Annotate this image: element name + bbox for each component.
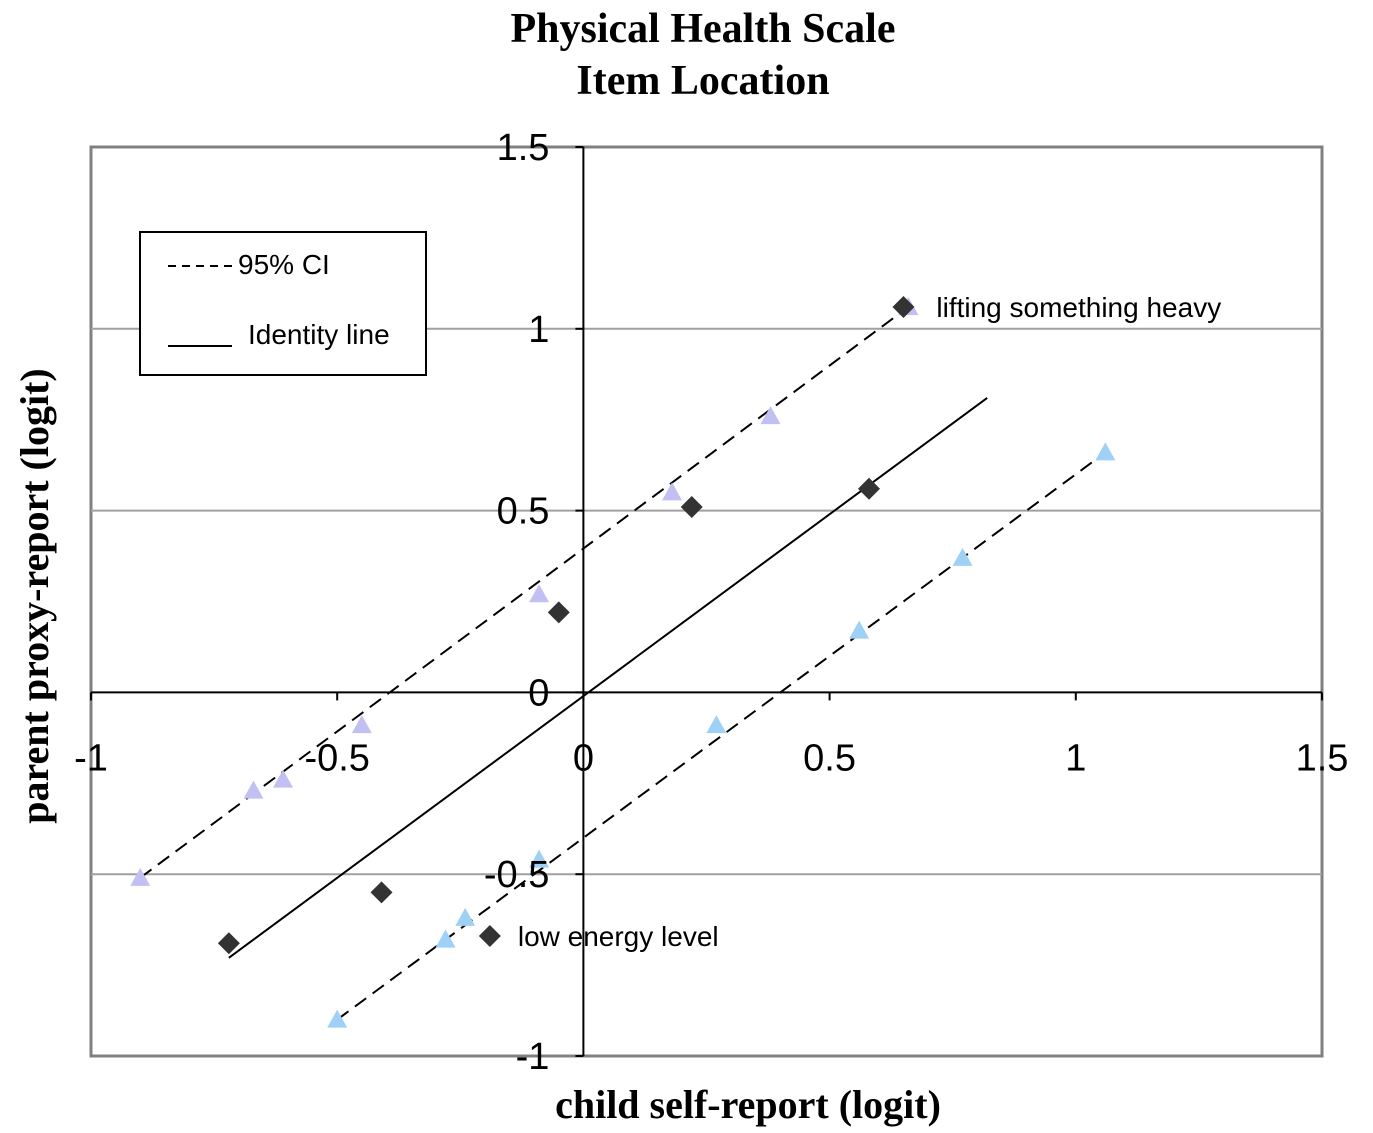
y-tick-label: 1 bbox=[528, 309, 549, 351]
diamond-point bbox=[680, 495, 703, 518]
diamond-point bbox=[478, 925, 501, 948]
x-tick-label: 1 bbox=[1065, 737, 1086, 779]
triangle-point bbox=[662, 482, 683, 501]
diamond-point bbox=[217, 932, 240, 955]
upper-ci-line bbox=[139, 306, 909, 879]
data-points bbox=[130, 295, 1116, 1028]
point-annotation: lifting something heavy bbox=[936, 292, 1221, 323]
x-tick-label: 0.5 bbox=[803, 737, 856, 779]
chart-title: Physical Health Scale bbox=[511, 6, 896, 52]
triangle-point bbox=[273, 769, 294, 788]
legend-box bbox=[139, 231, 427, 376]
triangle-point bbox=[435, 929, 456, 948]
axes bbox=[90, 146, 1323, 1057]
diamond-point bbox=[857, 477, 880, 500]
point-annotation: low energy level bbox=[518, 921, 719, 952]
triangle-point bbox=[760, 406, 781, 425]
y-tick-label: 1.5 bbox=[497, 127, 550, 169]
annotations: lifting something heavy low energy level bbox=[518, 292, 1221, 952]
triangle-point bbox=[952, 547, 973, 566]
legend-label-identity: Identity line bbox=[248, 319, 390, 350]
triangle-point bbox=[327, 1009, 348, 1028]
chart-subtitle: Item Location bbox=[576, 58, 829, 104]
tick-labels: -1 -0.5 0 0.5 1 1.5 -1 -0.5 0 0.5 1 1.5 bbox=[74, 127, 1348, 1078]
triangle-point bbox=[1095, 442, 1116, 461]
x-tick-label: -0.5 bbox=[304, 737, 369, 779]
y-axis-title: parent proxy-report (logit) bbox=[12, 368, 57, 824]
triangle-point bbox=[849, 620, 870, 639]
diamond-point bbox=[892, 295, 915, 318]
triangle-point bbox=[351, 715, 372, 734]
y-tick-label: 0.5 bbox=[497, 491, 550, 533]
triangle-point bbox=[243, 780, 264, 799]
triangle-point bbox=[529, 584, 550, 603]
legend: 95% CI Identity line bbox=[139, 231, 427, 376]
x-axis-title: child self-report (logit) bbox=[555, 1082, 941, 1127]
y-tick-label: -0.5 bbox=[484, 854, 549, 896]
legend-label-ci: 95% CI bbox=[238, 249, 330, 280]
x-tick-label: 0 bbox=[573, 737, 594, 779]
x-tick-label: -1 bbox=[74, 737, 108, 779]
x-tick-label: 1.5 bbox=[1296, 737, 1349, 779]
y-tick-label: -1 bbox=[516, 1036, 550, 1078]
diamond-point bbox=[370, 881, 393, 904]
triangle-point bbox=[706, 715, 727, 734]
triangle-point bbox=[130, 867, 151, 886]
y-tick-label: 0 bbox=[528, 672, 549, 714]
triangle-point bbox=[529, 849, 550, 868]
triangle-point bbox=[455, 907, 476, 926]
diamond-point bbox=[547, 601, 570, 624]
